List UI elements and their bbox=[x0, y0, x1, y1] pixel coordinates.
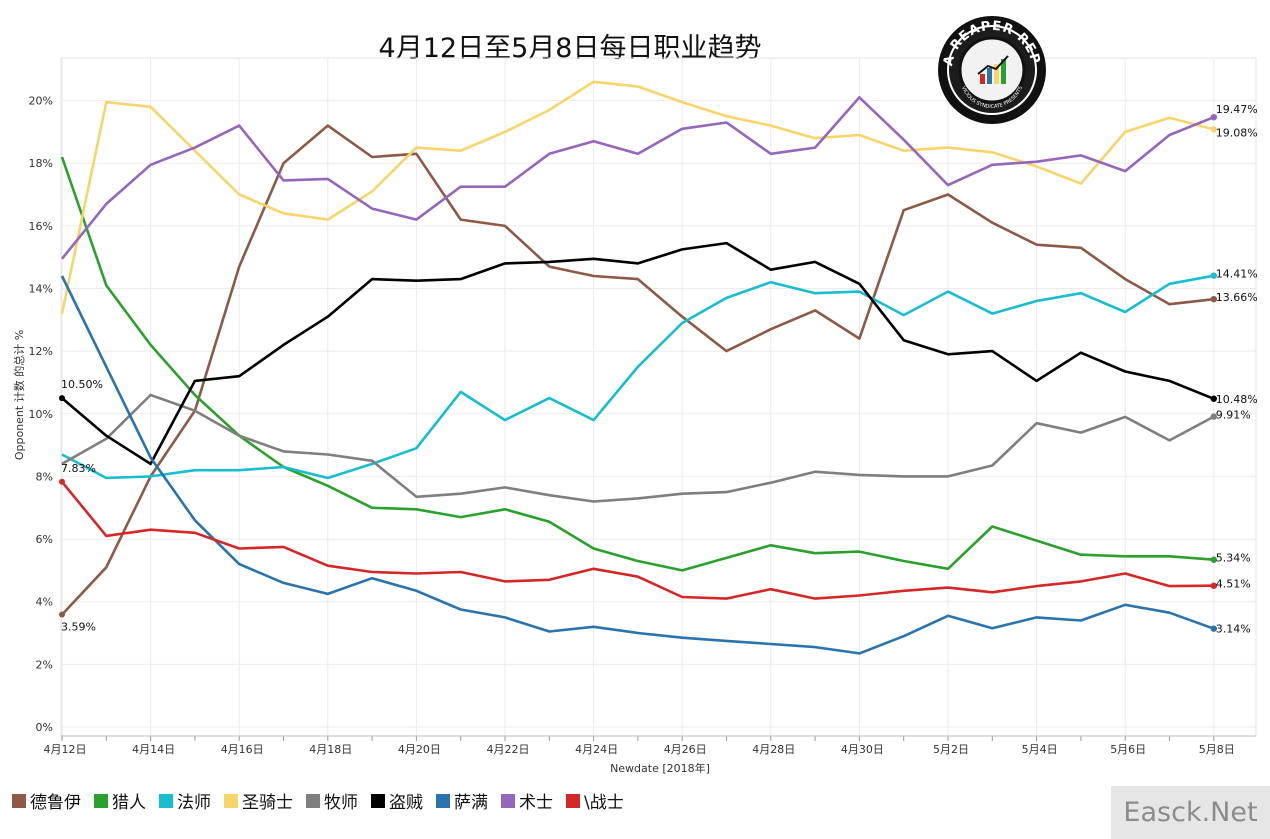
series-line-1 bbox=[61, 124, 1214, 616]
series-start-point bbox=[59, 395, 65, 402]
start-data-label: 3.59% bbox=[61, 621, 96, 634]
x-tick-label: 4月22日 bbox=[487, 743, 530, 756]
y-tick-label: 4% bbox=[36, 596, 53, 609]
end-data-label: 3.14% bbox=[1216, 623, 1251, 636]
end-data-label: 4.51% bbox=[1216, 578, 1251, 591]
legend-label: 法师 bbox=[177, 793, 211, 813]
x-tick-label: 4月24日 bbox=[575, 743, 618, 756]
chart-title: 4月12日至5月8日每日职业趋势 bbox=[378, 33, 762, 64]
x-tick-label: 4月26日 bbox=[664, 743, 707, 756]
legend-item: 德鲁伊 bbox=[12, 788, 81, 813]
y-tick-label: 10% bbox=[29, 408, 53, 421]
end-data-label: 9.91% bbox=[1216, 409, 1251, 422]
series-end-point bbox=[1210, 126, 1218, 133]
legend-item: \战士 bbox=[566, 788, 624, 813]
y-tick-label: 14% bbox=[29, 283, 53, 296]
y-tick-label: 18% bbox=[29, 157, 53, 170]
series-end-point bbox=[1210, 556, 1218, 563]
start-data-label: 7.83% bbox=[61, 462, 96, 475]
legend-item: 圣骑士 bbox=[224, 788, 293, 813]
series-line-6 bbox=[61, 241, 1215, 466]
legend-item: 猎人 bbox=[94, 788, 146, 813]
x-tick-label: 4月18日 bbox=[309, 743, 352, 756]
gridlines bbox=[60, 57, 1257, 737]
legend-item: 法师 bbox=[159, 788, 211, 813]
y-tick-label: 12% bbox=[29, 345, 53, 358]
legend-item: 盗贼 bbox=[371, 788, 423, 813]
end-data-label: 10.48% bbox=[1216, 393, 1258, 406]
start-data-label: 10.50% bbox=[61, 378, 103, 391]
y-tick-label: 16% bbox=[29, 220, 53, 233]
y-tick-label: 6% bbox=[36, 533, 53, 546]
y-tick-label: 2% bbox=[36, 658, 53, 671]
x-tick-label: 4月16日 bbox=[221, 743, 264, 756]
x-tick-label: 4月14日 bbox=[132, 743, 175, 756]
legend-label: 德鲁伊 bbox=[30, 793, 81, 813]
end-data-label: 5.34% bbox=[1216, 552, 1251, 565]
series-line-3 bbox=[61, 274, 1215, 480]
legend-label: 萨满 bbox=[454, 793, 488, 813]
legend-swatch bbox=[501, 793, 515, 808]
x-tick-label: 4月30日 bbox=[841, 743, 884, 756]
legend-label: 盗贼 bbox=[389, 793, 423, 813]
legend-swatch bbox=[159, 793, 173, 808]
series-end-point bbox=[1210, 272, 1218, 279]
y-tick-label: 8% bbox=[36, 470, 53, 483]
legend-swatch bbox=[12, 793, 26, 808]
series-start-point bbox=[59, 611, 65, 618]
watermark: Easck.Net bbox=[1111, 786, 1270, 839]
series-line-9 bbox=[60, 480, 1214, 600]
legend-swatch bbox=[566, 793, 580, 808]
x-axis-label: Newdate [2018年] bbox=[610, 761, 710, 775]
end-data-label: 14.41% bbox=[1216, 268, 1258, 281]
series-start-point bbox=[59, 478, 65, 485]
legend-item: 术士 bbox=[501, 788, 553, 813]
x-tick-label: 4月28日 bbox=[752, 743, 795, 756]
legend-swatch bbox=[306, 793, 320, 808]
series-line-2 bbox=[60, 156, 1214, 572]
legend-swatch bbox=[94, 793, 108, 808]
x-tick-label: 5月4日 bbox=[1022, 743, 1058, 756]
series-end-point bbox=[1210, 582, 1218, 589]
series-end-point bbox=[1210, 113, 1218, 121]
legend-label: \战士 bbox=[584, 793, 624, 813]
y-axis-label: Opponent 计数 的总计 % bbox=[12, 330, 26, 460]
legend-item: 萨满 bbox=[436, 788, 488, 813]
x-tick-label: 5月8日 bbox=[1199, 743, 1235, 756]
x-tick-label: 5月6日 bbox=[1110, 743, 1146, 756]
end-data-label: 13.66% bbox=[1216, 291, 1258, 304]
end-data-label: 19.08% bbox=[1216, 126, 1258, 139]
legend-item: 牧师 bbox=[306, 788, 358, 813]
data-labels: 13.66% 3.59% 5.34% 14.41% 19.08% 9.91% 10.48% 1… bbox=[61, 103, 1258, 635]
series-end-point bbox=[1210, 625, 1218, 632]
series-end-point bbox=[1210, 395, 1218, 402]
legend-swatch bbox=[436, 793, 450, 808]
series-line-8 bbox=[60, 96, 1215, 260]
end-data-label: 19.47% bbox=[1216, 103, 1258, 116]
series-line-7 bbox=[60, 275, 1215, 655]
legend-label: 牧师 bbox=[324, 793, 358, 813]
y-tick-label: 0% bbox=[36, 721, 53, 734]
data-reaper-report-logo: DATA REAPER REPORT VICIOUS SYNDICATE PRE… bbox=[930, 3, 1048, 126]
series-line-5 bbox=[61, 393, 1215, 503]
legend-label: 术士 bbox=[519, 793, 553, 813]
series-end-point bbox=[1210, 295, 1218, 303]
legend-swatch bbox=[224, 793, 238, 808]
y-tick-label: 20% bbox=[29, 95, 53, 108]
series-lines bbox=[59, 80, 1218, 655]
x-tick-label: 4月20日 bbox=[398, 743, 441, 756]
series-end-point bbox=[1210, 413, 1218, 420]
chart-legend: 德鲁伊 猎人 法师 圣骑士 牧师 盗贼 萨满 术士 \战士 bbox=[12, 788, 637, 813]
legend-label: 圣骑士 bbox=[242, 793, 293, 813]
legend-label: 猎人 bbox=[112, 793, 146, 813]
x-tick-label: 4月12日 bbox=[44, 743, 87, 756]
x-tick-label: 5月2日 bbox=[933, 743, 969, 756]
axes: 0% 2% 4% 6% 8% 10% 12% 14% 16% 18% 20% 4月12日 4月14日 4月… bbox=[29, 95, 1256, 756]
legend-swatch bbox=[371, 793, 385, 808]
